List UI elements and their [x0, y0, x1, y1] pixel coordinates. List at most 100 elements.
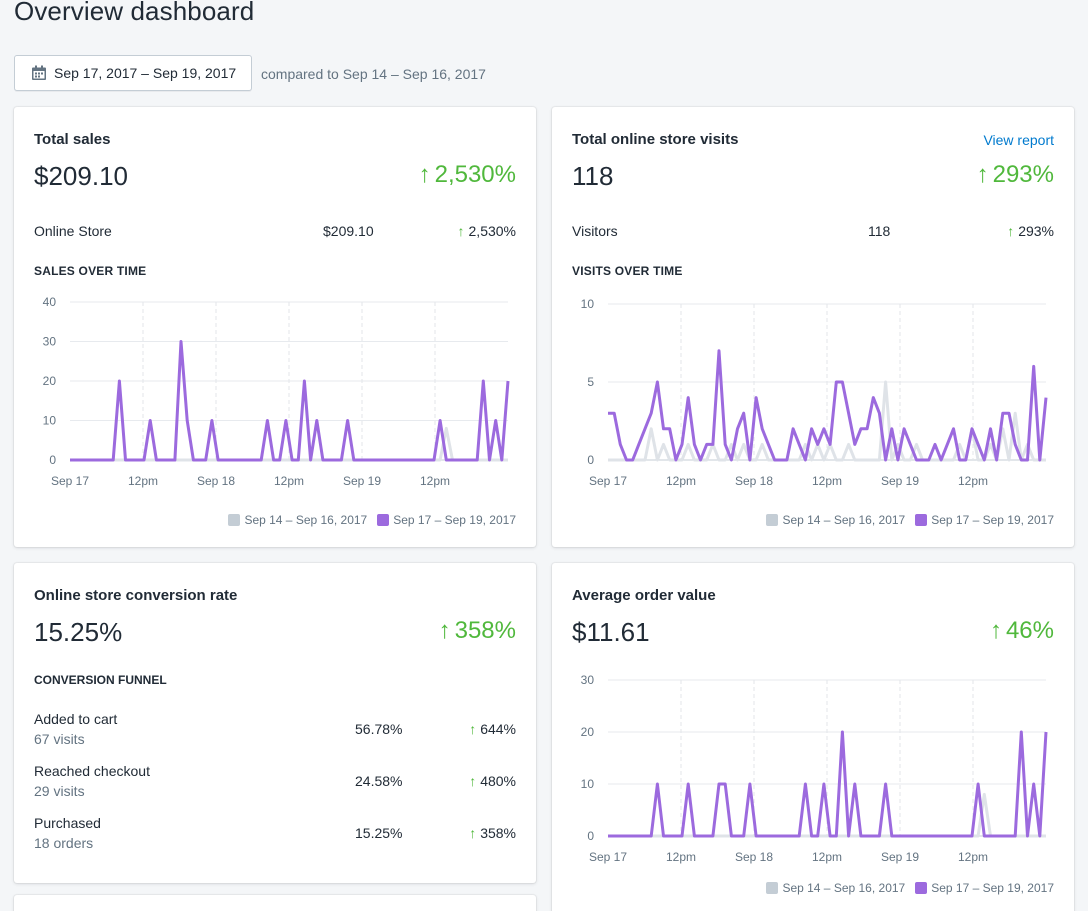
x-tick-label: Sep 18 — [735, 850, 773, 864]
card-title: Total sales — [34, 131, 111, 148]
arrow-up-icon: ↑ — [418, 161, 431, 188]
funnel-sub: 67 visits — [34, 731, 85, 747]
x-tick-label: Sep 18 — [735, 474, 773, 488]
visitors-label: Visitors — [572, 223, 618, 239]
y-tick-label: 10 — [43, 414, 57, 428]
x-tick-label: 12pm — [274, 474, 304, 488]
funnel-change: ↑ 644% — [469, 721, 516, 737]
total-sales-change: ↑ 2,530% — [418, 161, 516, 188]
funnel-change: ↑ 480% — [469, 773, 516, 789]
next-card — [14, 895, 536, 911]
x-tick-label: Sep 17 — [589, 474, 627, 488]
x-tick-label: 12pm — [958, 850, 988, 864]
x-tick-label: 12pm — [958, 474, 988, 488]
card-title: Total online store visits — [572, 131, 739, 148]
compare-text: compared to Sep 14 – Sep 16, 2017 — [261, 66, 486, 82]
visits-card: Total online store visits View report 11… — [552, 107, 1074, 547]
funnel-row: Added to cart 67 visits 56.78% ↑ 644% — [34, 711, 516, 751]
arrow-up-icon: ↑ — [1007, 223, 1015, 239]
x-tick-label: 12pm — [420, 474, 450, 488]
funnel-change: ↑ 358% — [469, 825, 516, 841]
sales-chart: 0 10 20 30 40 Sep 17 12pm Sep 18 12pm Sep 19 12pm — [43, 295, 510, 488]
section-title: SALES OVER TIME — [34, 264, 147, 278]
online-store-value: $209.10 — [323, 223, 374, 239]
aov-chart: 0 10 20 30 Sep 17 12pm Sep 18 12pm Sep 19 12pm — [581, 673, 1048, 864]
y-tick-label: 5 — [587, 375, 594, 389]
chart-legend: Sep 14 – Sep 16, 2017 Sep 17 – Sep 19, 2… — [756, 881, 1054, 895]
aov-change: ↑ 46% — [989, 617, 1054, 644]
funnel-pct: 24.58% — [355, 773, 403, 789]
arrow-up-icon: ↑ — [469, 773, 477, 789]
conversion-card: Online store conversion rate 15.25% ↑ 358… — [14, 563, 536, 883]
y-tick-label: 40 — [43, 295, 57, 309]
visits-change: ↑ 293% — [976, 161, 1054, 188]
conversion-change: ↑ 358% — [438, 617, 516, 644]
funnel-row: Reached checkout 29 visits 24.58% ↑ 480% — [34, 763, 516, 803]
funnel-label: Added to cart — [34, 711, 118, 727]
x-tick-label: Sep 18 — [197, 474, 235, 488]
arrow-up-icon: ↑ — [976, 161, 989, 188]
visits-value: 118 — [572, 161, 614, 191]
y-tick-label: 0 — [587, 453, 594, 467]
x-tick-label: 12pm — [666, 850, 696, 864]
legend-item-current: Sep 17 – Sep 19, 2017 — [915, 513, 1054, 527]
arrow-up-icon: ↑ — [469, 825, 477, 841]
series-line-current — [608, 730, 1048, 838]
x-tick-label: Sep 17 — [51, 474, 89, 488]
y-tick-label: 10 — [581, 297, 595, 311]
series-line-current — [608, 349, 1048, 462]
y-tick-label: 20 — [43, 374, 57, 388]
online-store-change: ↑ 2,530% — [457, 223, 516, 239]
chart-legend: Sep 14 – Sep 16, 2017 Sep 17 – Sep 19, 2… — [756, 513, 1054, 527]
total-sales-value: $209.10 — [34, 161, 128, 191]
y-tick-label: 30 — [581, 673, 595, 687]
section-title: CONVERSION FUNNEL — [34, 673, 167, 687]
legend-item-current: Sep 17 – Sep 19, 2017 — [915, 881, 1054, 895]
x-tick-label: 12pm — [666, 474, 696, 488]
x-tick-label: Sep 19 — [881, 474, 919, 488]
arrow-up-icon: ↑ — [469, 721, 477, 737]
y-tick-label: 20 — [581, 725, 595, 739]
legend-item-previous: Sep 14 – Sep 16, 2017 — [766, 513, 905, 527]
arrow-up-icon: ↑ — [457, 223, 465, 239]
funnel-row: Purchased 18 orders 15.25% ↑ 358% — [34, 815, 516, 855]
online-store-label: Online Store — [34, 223, 112, 239]
funnel-label: Reached checkout — [34, 763, 150, 779]
funnel-sub: 29 visits — [34, 783, 85, 799]
visits-chart: 0 5 10 Sep 17 12pm Sep 18 12pm Sep 19 12pm — [581, 297, 1048, 488]
arrow-up-icon: ↑ — [438, 617, 451, 644]
section-title: VISITS OVER TIME — [572, 264, 683, 278]
page-title: Overview dashboard — [14, 0, 255, 26]
funnel-sub: 18 orders — [34, 835, 94, 851]
x-tick-label: Sep 17 — [589, 850, 627, 864]
arrow-up-icon: ↑ — [989, 617, 1002, 644]
y-tick-label: 0 — [49, 453, 56, 467]
y-tick-label: 10 — [581, 777, 595, 791]
y-tick-label: 30 — [43, 335, 57, 349]
calendar-icon — [32, 65, 46, 80]
date-range-label: Sep 17, 2017 – Sep 19, 2017 — [54, 65, 237, 81]
y-tick-label: 0 — [587, 829, 594, 843]
chart-legend: Sep 14 – Sep 16, 2017 Sep 17 – Sep 19, 2… — [218, 513, 516, 527]
x-tick-label: 12pm — [812, 474, 842, 488]
x-tick-label: Sep 19 — [881, 850, 919, 864]
funnel-pct: 15.25% — [355, 825, 403, 841]
visitors-change: ↑ 293% — [1007, 223, 1054, 239]
conversion-value: 15.25% — [34, 617, 123, 647]
legend-item-previous: Sep 14 – Sep 16, 2017 — [766, 881, 905, 895]
view-report-link[interactable]: View report — [983, 132, 1054, 148]
legend-item-previous: Sep 14 – Sep 16, 2017 — [228, 513, 367, 527]
funnel-label: Purchased — [34, 815, 101, 831]
x-tick-label: 12pm — [128, 474, 158, 488]
funnel-pct: 56.78% — [355, 721, 403, 737]
x-tick-label: Sep 19 — [343, 474, 381, 488]
date-range-button[interactable]: Sep 17, 2017 – Sep 19, 2017 — [14, 55, 252, 91]
total-sales-card: Total sales $209.10 ↑ 2,530% Online Store… — [14, 107, 536, 547]
card-title: Average order value — [572, 587, 716, 604]
legend-item-current: Sep 17 – Sep 19, 2017 — [377, 513, 516, 527]
series-line-current — [70, 340, 510, 462]
visitors-value: 118 — [868, 223, 891, 239]
aov-value: $11.61 — [572, 617, 650, 647]
card-title: Online store conversion rate — [34, 587, 238, 604]
x-tick-label: 12pm — [812, 850, 842, 864]
